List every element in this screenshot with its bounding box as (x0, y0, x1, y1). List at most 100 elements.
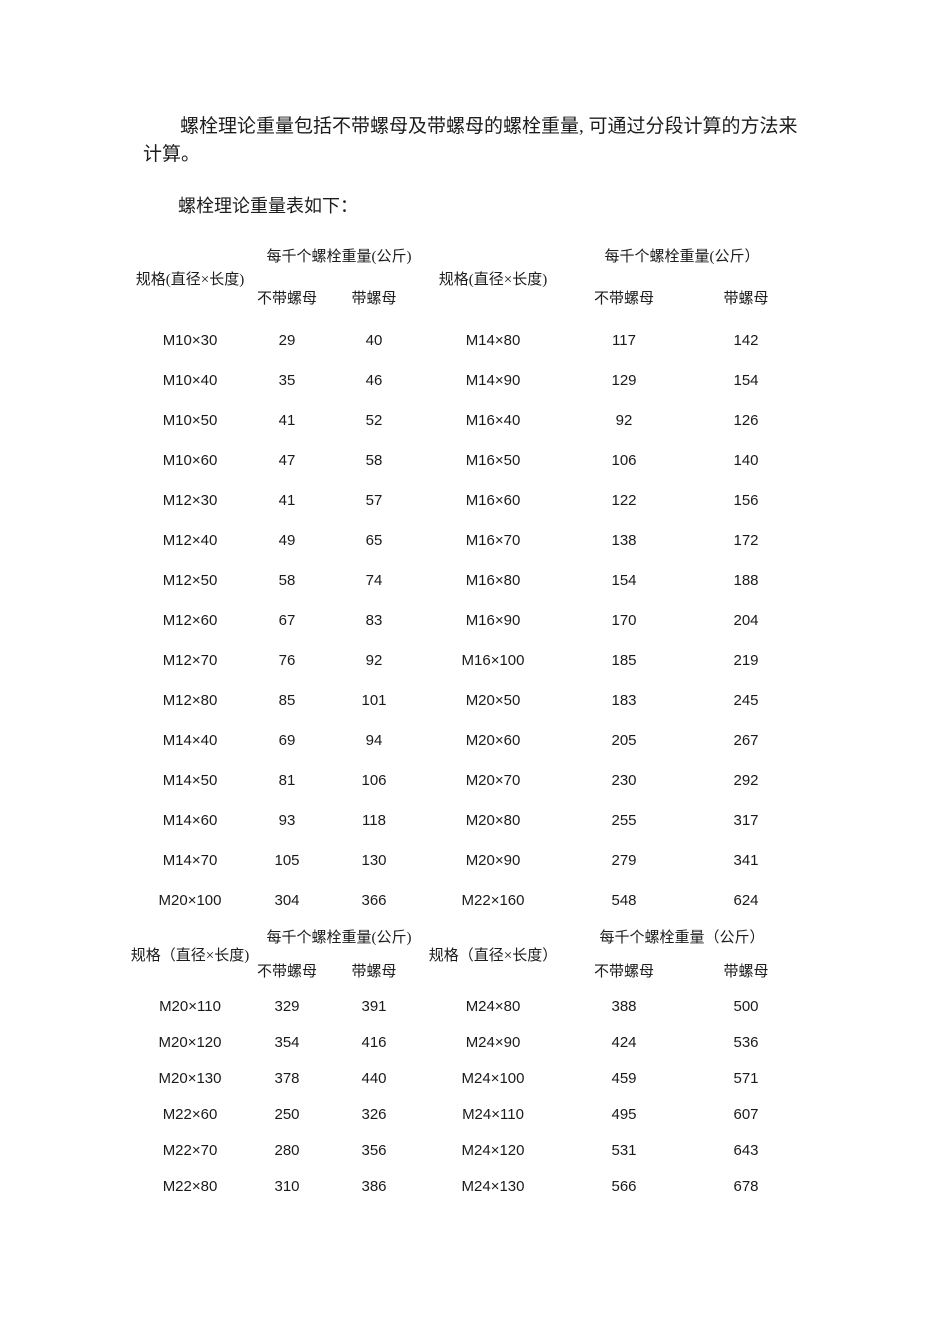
weight-cell: 93 (278, 811, 296, 829)
weight-cell: 41 (278, 411, 296, 429)
weight-cell: 188 (733, 571, 759, 589)
weight-cell: 440 (361, 1069, 387, 1087)
weight-cell: 267 (733, 731, 759, 749)
weight-cell: 310 (274, 1177, 300, 1195)
weight-cell: 105 (274, 851, 300, 869)
table-row: M12×30 41 57 M16×60 122 156 (128, 480, 804, 520)
table-row: M14×40 69 94 M20×60 205 267 (128, 720, 804, 760)
weight-cell: 205 (611, 731, 637, 749)
weight-header-right: 每千个螺栓重量(公斤） (604, 248, 760, 265)
spec-cell: M10×50 (162, 411, 218, 429)
table-row: M10×50 41 52 M16×40 92 126 (128, 400, 804, 440)
weight-cell: 571 (733, 1069, 759, 1087)
subheader-without-nut-right: 不带螺母 (593, 963, 654, 980)
spec-cell: M20×80 (465, 811, 521, 829)
spec-cell: M22×70 (162, 1141, 218, 1159)
weight-cell: 58 (365, 451, 383, 469)
spec-cell: M16×50 (465, 451, 521, 469)
spec-cell: M24×110 (462, 1105, 524, 1123)
weight-cell: 459 (611, 1069, 637, 1087)
weight-cell: 354 (274, 1033, 300, 1051)
weight-cell: 304 (274, 891, 300, 909)
weight-cell: 170 (611, 611, 637, 629)
weight-cell: 47 (278, 451, 296, 469)
spec-cell: M12×50 (162, 571, 218, 589)
table-row: M14×60 93 118 M20×80 255 317 (128, 800, 804, 840)
weight-cell: 130 (361, 851, 387, 869)
table-row: M10×60 47 58 M16×50 106 140 (128, 440, 804, 480)
weight-cell: 49 (278, 531, 296, 549)
weight-cell: 40 (365, 331, 383, 349)
table-2-header: 规格（直径×长度) 每千个螺栓重量(公斤) 规格（直径×长度） 每千个螺栓重量（… (128, 920, 804, 988)
weight-cell: 219 (733, 651, 759, 669)
spec-cell: M14×60 (162, 811, 218, 829)
weight-cell: 536 (733, 1033, 759, 1051)
weight-cell: 83 (365, 611, 383, 629)
weight-cell: 140 (733, 451, 759, 469)
spec-header-left: 规格(直径×长度) (135, 271, 245, 288)
weight-cell: 142 (733, 331, 759, 349)
weight-cell: 65 (365, 531, 383, 549)
weight-cell: 117 (612, 331, 636, 349)
spec-cell: M20×70 (465, 771, 521, 789)
weight-cell: 172 (733, 531, 759, 549)
weight-cell: 92 (365, 651, 383, 669)
weight-cell: 126 (733, 411, 759, 429)
weight-cell: 292 (733, 771, 759, 789)
weight-cell: 154 (611, 571, 637, 589)
weight-header-left: 每千个螺栓重量(公斤) (266, 929, 412, 946)
spec-cell: M12×80 (162, 691, 218, 709)
spec-header-right: 规格(直径×长度) (438, 271, 548, 288)
weight-cell: 185 (611, 651, 637, 669)
weight-cell: 366 (361, 891, 387, 909)
spec-header-right: 规格（直径×长度） (428, 947, 558, 964)
weight-cell: 58 (278, 571, 296, 589)
spec-header-left: 规格（直径×长度) (130, 947, 250, 964)
weight-cell: 67 (278, 611, 296, 629)
spec-cell: M24×100 (461, 1069, 525, 1087)
weight-cell: 57 (365, 491, 383, 509)
spec-cell: M16×100 (461, 651, 525, 669)
weight-cell: 386 (361, 1177, 387, 1195)
weight-cell: 624 (733, 891, 759, 909)
table-row: M14×50 81 106 M20×70 230 292 (128, 760, 804, 800)
spec-cell: M12×70 (162, 651, 218, 669)
spec-cell: M20×50 (465, 691, 521, 709)
weight-cell: 424 (611, 1033, 637, 1051)
weight-cell: 566 (611, 1177, 637, 1195)
spec-cell: M20×60 (465, 731, 521, 749)
weight-cell: 85 (278, 691, 296, 709)
spec-cell: M14×50 (162, 771, 218, 789)
subheader-with-nut-left: 带螺母 (351, 963, 397, 980)
table-row: M12×60 67 83 M16×90 170 204 (128, 600, 804, 640)
weight-cell: 341 (733, 851, 759, 869)
table-caption: 螺栓理论重量表如下： (178, 196, 358, 216)
table-1-header: 规格(直径×长度) 每千个螺栓重量(公斤) 规格(直径×长度) 每千个螺栓重量(… (128, 236, 804, 320)
weight-cell: 76 (278, 651, 296, 669)
weight-cell: 129 (611, 371, 637, 389)
weight-cell: 106 (611, 451, 637, 469)
weight-cell: 138 (611, 531, 637, 549)
spec-cell: M12×60 (162, 611, 218, 629)
weight-cell: 245 (733, 691, 759, 709)
weight-cell: 118 (362, 811, 386, 829)
table-row: M20×130 378 440 M24×100 459 571 (128, 1060, 804, 1096)
spec-cell: M20×130 (158, 1069, 222, 1087)
spec-cell: M12×40 (162, 531, 218, 549)
spec-cell: M14×90 (465, 371, 521, 389)
bolt-weight-table-2: 规格（直径×长度) 每千个螺栓重量(公斤) 规格（直径×长度） 每千个螺栓重量（… (128, 920, 804, 1204)
weight-cell: 204 (733, 611, 759, 629)
spec-cell: M16×80 (465, 571, 521, 589)
weight-cell: 356 (361, 1141, 387, 1159)
weight-cell: 122 (611, 491, 637, 509)
weight-cell: 101 (361, 691, 387, 709)
spec-cell: M20×110 (159, 997, 221, 1015)
spec-cell: M24×130 (461, 1177, 525, 1195)
weight-cell: 69 (278, 731, 296, 749)
weight-header-right: 每千个螺栓重量（公斤） (599, 929, 765, 946)
weight-cell: 500 (733, 997, 759, 1015)
subheader-without-nut-left: 不带螺母 (256, 963, 317, 980)
table-row: M22×60 250 326 M24×110 495 607 (128, 1096, 804, 1132)
table-2-body: M20×110 329 391 M24×80 388 500 M20×120 354 416 M2… (128, 988, 804, 1204)
